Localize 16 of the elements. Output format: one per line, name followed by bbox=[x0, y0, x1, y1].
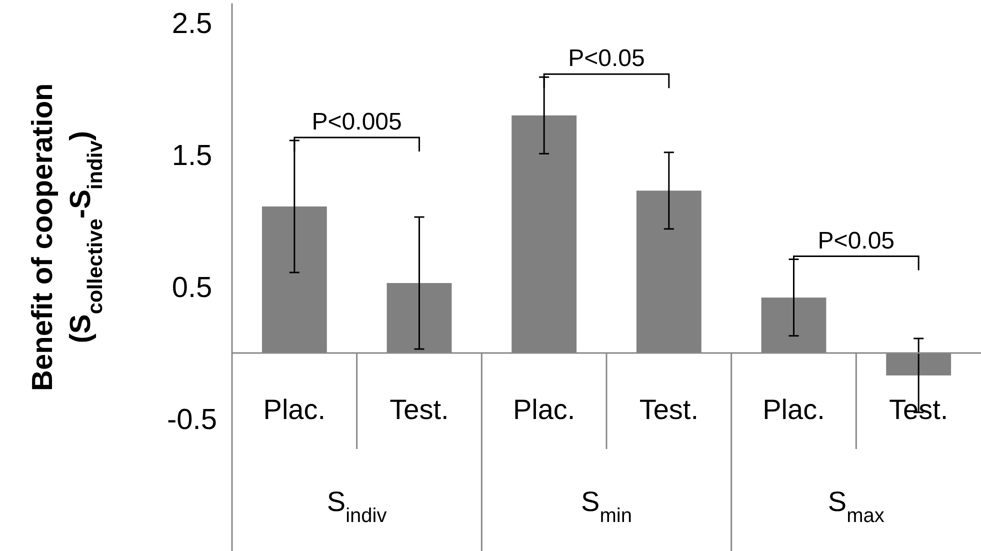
x-tick-label: Test. bbox=[889, 394, 948, 425]
annotation: P<0.05 bbox=[818, 227, 895, 254]
x-tick-label: Plac. bbox=[263, 394, 326, 425]
x-tick-label: Test. bbox=[639, 394, 698, 425]
y-tick-label: -0.5 bbox=[167, 404, 217, 436]
annotation: S$_{indiv}$ bbox=[326, 486, 387, 527]
x-tick-label: Plac. bbox=[512, 394, 576, 425]
x-tick-label: Plac. bbox=[762, 394, 825, 425]
annotation: S$_{max}$ bbox=[828, 486, 884, 527]
annotation: S$_{min}$ bbox=[581, 486, 632, 527]
x-tick-label: Test. bbox=[390, 394, 449, 425]
y-tick-label: 0.5 bbox=[172, 272, 212, 304]
y-tick-label: 1.5 bbox=[172, 140, 212, 172]
annotation: P<0.05 bbox=[568, 45, 645, 72]
annotation: P<0.005 bbox=[312, 108, 402, 136]
y-tick-label: 2.5 bbox=[172, 8, 212, 40]
